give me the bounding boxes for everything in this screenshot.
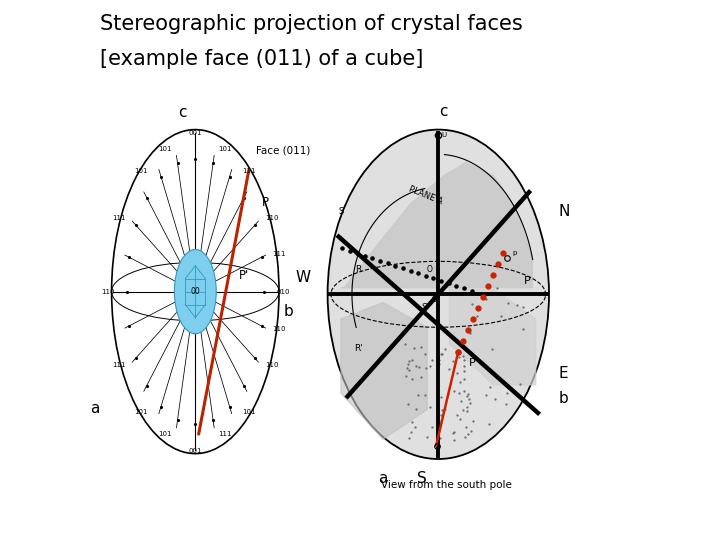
Text: 110: 110 bbox=[101, 288, 114, 295]
Text: 00: 00 bbox=[190, 287, 200, 296]
Text: P': P' bbox=[469, 359, 480, 368]
Text: 110: 110 bbox=[265, 215, 279, 221]
Text: O: O bbox=[426, 265, 433, 274]
Text: P': P' bbox=[239, 269, 249, 282]
Text: S: S bbox=[338, 207, 343, 217]
Text: 001: 001 bbox=[189, 130, 202, 136]
Text: b: b bbox=[559, 390, 569, 406]
Text: 101: 101 bbox=[158, 146, 172, 152]
Text: 101: 101 bbox=[135, 168, 148, 174]
Polygon shape bbox=[449, 289, 536, 385]
Text: a: a bbox=[378, 471, 387, 486]
Polygon shape bbox=[341, 302, 427, 439]
Text: c: c bbox=[179, 105, 187, 120]
Text: View from the south pole: View from the south pole bbox=[381, 480, 512, 490]
Text: P: P bbox=[523, 276, 531, 286]
Text: 101: 101 bbox=[135, 409, 148, 415]
Text: Face (011): Face (011) bbox=[256, 146, 310, 156]
Polygon shape bbox=[341, 163, 532, 288]
Ellipse shape bbox=[328, 130, 549, 459]
Text: 101: 101 bbox=[158, 431, 172, 437]
Ellipse shape bbox=[174, 249, 216, 334]
Text: P: P bbox=[262, 196, 269, 209]
Text: W: W bbox=[295, 271, 310, 285]
Text: U: U bbox=[441, 132, 446, 138]
Text: S': S' bbox=[421, 303, 429, 312]
Text: PLANE A: PLANE A bbox=[407, 185, 444, 206]
Text: R: R bbox=[356, 265, 361, 274]
Text: b: b bbox=[284, 303, 293, 319]
Text: Stereographic projection of crystal faces: Stereographic projection of crystal face… bbox=[99, 14, 523, 33]
Text: 001: 001 bbox=[189, 448, 202, 454]
Text: p: p bbox=[513, 250, 517, 256]
Text: 110: 110 bbox=[265, 362, 279, 368]
Text: 111: 111 bbox=[112, 362, 126, 368]
Text: c: c bbox=[440, 104, 448, 119]
Text: E: E bbox=[559, 366, 568, 381]
Text: O: O bbox=[432, 295, 438, 303]
Text: 111: 111 bbox=[218, 431, 232, 437]
Text: 101: 101 bbox=[218, 146, 232, 152]
Text: N: N bbox=[559, 205, 570, 219]
Text: 010: 010 bbox=[276, 288, 289, 295]
Text: 110: 110 bbox=[273, 326, 286, 332]
Text: S: S bbox=[417, 471, 426, 486]
Text: 111: 111 bbox=[243, 168, 256, 174]
Text: [example face (011) of a cube]: [example face (011) of a cube] bbox=[99, 49, 423, 69]
Text: 111: 111 bbox=[112, 215, 126, 221]
Text: R': R' bbox=[354, 344, 363, 353]
Text: a: a bbox=[90, 401, 99, 416]
Text: 111: 111 bbox=[273, 251, 286, 257]
Text: 101: 101 bbox=[243, 409, 256, 415]
